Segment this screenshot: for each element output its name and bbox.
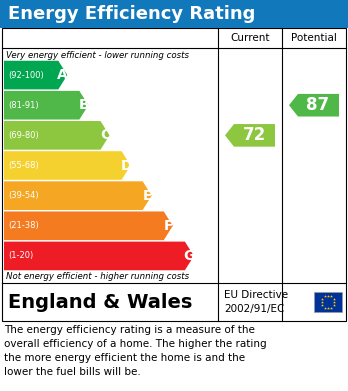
Text: England & Wales: England & Wales [8,292,192,312]
Text: The energy efficiency rating is a measure of the
overall efficiency of a home. T: The energy efficiency rating is a measur… [4,325,267,377]
Text: (81-91): (81-91) [8,101,39,110]
Polygon shape [4,212,173,240]
Polygon shape [289,94,339,117]
Bar [2,28,346,321]
Bar [314,292,342,312]
Polygon shape [225,124,275,147]
Bar [0,0,348,28]
Polygon shape [4,181,152,210]
Text: (39-54): (39-54) [8,191,39,200]
Polygon shape [4,61,67,90]
Polygon shape [4,151,130,180]
Text: 87: 87 [307,96,330,114]
Text: Current: Current [230,33,270,43]
Text: B: B [79,98,89,112]
Text: G: G [184,249,195,263]
Text: A: A [57,68,68,82]
Text: (1-20): (1-20) [8,251,33,260]
Text: C: C [100,128,110,142]
Text: (55-68): (55-68) [8,161,39,170]
Text: Very energy efficient - lower running costs: Very energy efficient - lower running co… [6,51,189,60]
Text: (92-100): (92-100) [8,70,44,80]
Text: Energy Efficiency Rating: Energy Efficiency Rating [8,5,255,23]
Text: (69-80): (69-80) [8,131,39,140]
Polygon shape [4,91,88,120]
Text: EU Directive
2002/91/EC: EU Directive 2002/91/EC [224,291,288,314]
Text: Not energy efficient - higher running costs: Not energy efficient - higher running co… [6,272,189,281]
Polygon shape [4,242,194,270]
Polygon shape [4,121,110,150]
Text: (21-38): (21-38) [8,221,39,230]
Text: 72: 72 [242,126,266,144]
Text: D: D [120,158,132,172]
Text: Potential: Potential [291,33,337,43]
Text: E: E [142,188,152,203]
Text: F: F [164,219,173,233]
